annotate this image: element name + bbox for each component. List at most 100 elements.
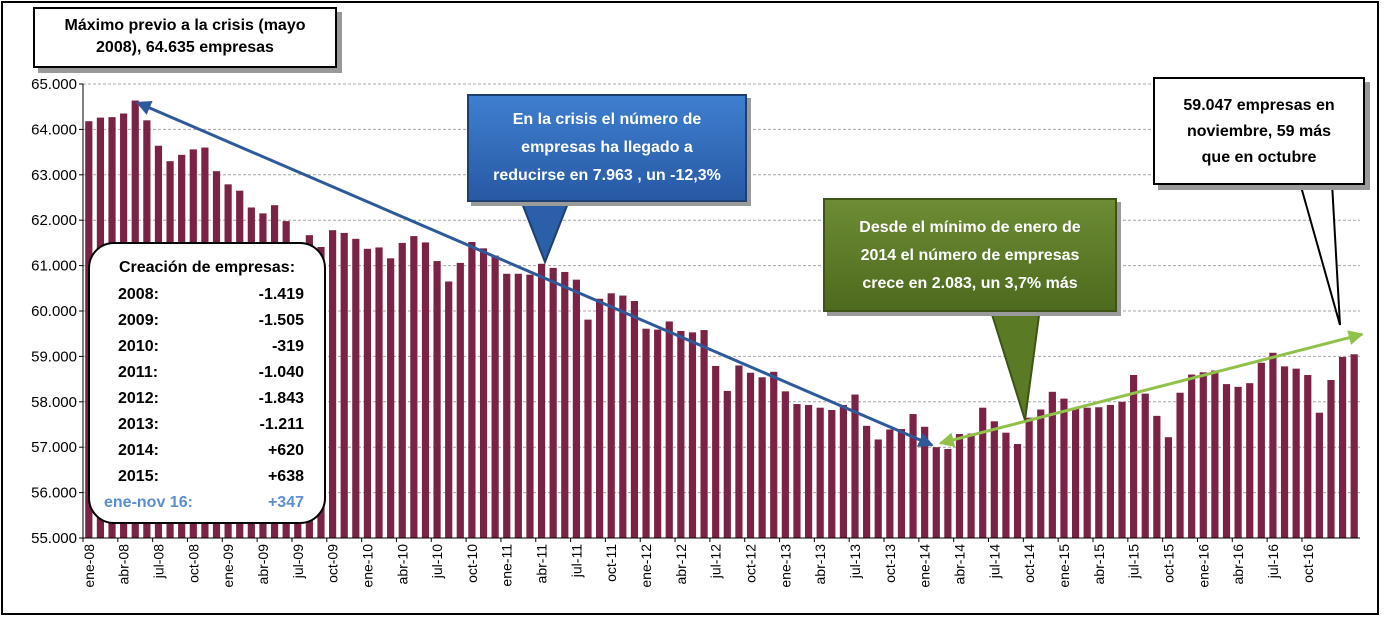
bar (1037, 409, 1045, 538)
y-tick-label: 59.000 (31, 348, 77, 365)
x-tick-label: abr-09 (255, 544, 271, 585)
recovery-trend-arrow (938, 330, 1364, 448)
latest-callout-line: que en octubre (1201, 149, 1317, 166)
x-tick-label: ene-08 (81, 544, 97, 588)
bar (387, 258, 395, 538)
x-tick-label: abr-14 (951, 544, 967, 585)
crisis-callout-line: reducirse en 7.963 , un -12,3% (493, 167, 721, 184)
x-tick-label: jul-13 (847, 544, 863, 579)
x-tick-label: jul-14 (986, 544, 1002, 579)
table-value: -1.843 (258, 390, 304, 407)
bar (932, 447, 940, 538)
bar (828, 409, 836, 538)
bar (944, 449, 952, 538)
bar (1130, 375, 1138, 538)
bar (572, 279, 580, 538)
table-value: -1.419 (258, 286, 304, 303)
bar (793, 404, 801, 538)
bar (897, 429, 906, 538)
bar (781, 391, 789, 538)
bar (979, 407, 987, 538)
bar (723, 390, 731, 538)
recovery-callout: Desde el mínimo de enero de 2014 el núme… (823, 198, 1117, 312)
bar (328, 230, 337, 539)
crisis-trend-arrow (135, 101, 934, 447)
bar (804, 404, 813, 538)
x-tick-label: jul-12 (708, 544, 724, 579)
x-tick-label: jul-11 (568, 544, 584, 578)
table-value: -319 (271, 338, 304, 355)
bar (1002, 432, 1010, 538)
bar (1141, 393, 1149, 538)
bar (1280, 366, 1289, 538)
bar (1188, 374, 1196, 538)
x-tick-label: ene-13 (777, 544, 793, 588)
bar (1025, 417, 1033, 538)
x-tick-label: abr-08 (116, 544, 132, 585)
bar (456, 262, 464, 538)
x-tick-label: ene-12 (638, 544, 654, 588)
bar (1071, 407, 1080, 538)
bar (990, 421, 998, 538)
x-tick-label: oct-10 (464, 544, 480, 583)
bar (688, 332, 697, 538)
bar (665, 321, 673, 538)
y-tick-label: 55.000 (31, 530, 77, 547)
x-tick-label: oct-15 (1160, 544, 1176, 583)
bar (874, 439, 882, 538)
table-year: 2010: (118, 338, 159, 355)
bar (468, 241, 476, 538)
table-year: 2015: (118, 468, 159, 485)
bar (445, 281, 453, 538)
table-year: 2009: (118, 312, 159, 329)
x-tick-label: ene-14 (917, 544, 933, 588)
bar (1176, 392, 1184, 538)
x-tick-label: oct-16 (1300, 544, 1316, 583)
bar (1106, 404, 1115, 538)
bar (1315, 412, 1323, 538)
bar (584, 319, 592, 538)
bar (851, 394, 859, 538)
bar (1234, 386, 1242, 538)
x-tick-label: jul-16 (1265, 544, 1281, 579)
bar (712, 365, 720, 538)
table-row: 2010: -319 (114, 338, 304, 364)
bar (630, 301, 639, 538)
bar (1246, 383, 1254, 538)
x-tick-label: abr-10 (394, 544, 410, 585)
bar (410, 236, 418, 538)
crisis-callout-line: En la crisis el número de (512, 111, 702, 128)
bar (514, 273, 522, 538)
bar (770, 371, 778, 538)
y-tick-label: 63.000 (31, 167, 77, 184)
table-value: +638 (267, 468, 304, 485)
bar (839, 404, 847, 538)
bar (526, 274, 534, 538)
bar (1199, 372, 1207, 538)
bar (561, 271, 569, 538)
table-value: -1.211 (259, 416, 304, 433)
bar (700, 330, 708, 538)
y-tick-label: 64.000 (31, 121, 77, 138)
bar (619, 295, 627, 538)
table-title: Creación de empresas: (118, 259, 296, 276)
bar (1048, 391, 1056, 538)
y-tick-label: 62.000 (31, 212, 77, 229)
bar (1164, 437, 1173, 538)
bar (1350, 354, 1358, 538)
bar (1153, 415, 1161, 538)
x-tick-label: oct-08 (185, 544, 201, 583)
x-tick-label: ene-10 (359, 544, 375, 588)
bar (363, 248, 372, 538)
company-creation-table: Creación de empresas: 2008: -1.419 2009: -… (88, 242, 326, 524)
y-tick-label: 60.000 (31, 303, 77, 320)
x-tick-label: ene-11 (499, 544, 515, 587)
bar (1222, 384, 1231, 538)
y-tick-label: 56.000 (31, 485, 77, 502)
bar (1083, 407, 1091, 538)
bar (746, 372, 755, 538)
bar (1304, 375, 1312, 538)
table-year: 2011: (118, 364, 159, 381)
bar (421, 242, 430, 539)
table-year: 2008: (118, 286, 159, 303)
